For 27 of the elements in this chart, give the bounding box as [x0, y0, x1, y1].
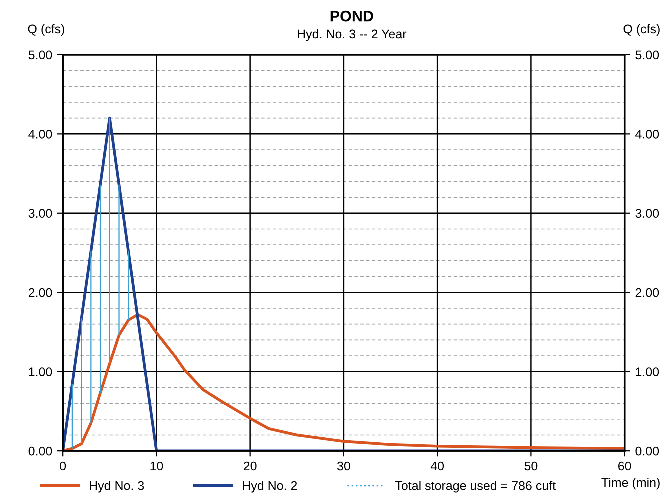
y2-tick-label: 3.00: [636, 209, 660, 218]
y2-tick-label: 2.00: [636, 288, 660, 298]
y-tick-label: 0.00: [28, 446, 52, 456]
y-tick-label: 4.00: [28, 130, 52, 139]
y-axis-title: Q (cfs): [28, 24, 64, 36]
x-tick-label: 10: [150, 462, 164, 471]
x-tick-label: 60: [618, 462, 632, 471]
y-tick-label: 2.00: [28, 288, 52, 298]
x-tick-label: 50: [524, 462, 538, 471]
legend-label: Hyd No. 3: [90, 481, 144, 493]
y-tick-label: 1.00: [29, 368, 52, 377]
chart-subtitle: Hyd. No. 3 -- 2 Year: [298, 29, 407, 42]
y2-tick-label: 5.00: [636, 50, 660, 60]
x-tick-label: 20: [244, 462, 257, 471]
legend-label: Total storage used = 786 cuft: [395, 481, 556, 493]
x-axis-title: Time (min): [602, 478, 660, 490]
y2-tick-label: 1.00: [636, 368, 660, 377]
legend-label: Hyd No. 2: [243, 481, 298, 493]
y-tick-label: 3.00: [28, 209, 52, 218]
y-tick-label: 5.00: [28, 50, 52, 60]
y2-axis-title: Q (cfs): [624, 24, 660, 36]
x-tick-label: 0: [60, 462, 66, 471]
y2-tick-label: 0.00: [636, 446, 660, 456]
y2-tick-label: 4.00: [636, 130, 660, 139]
chart-title: POND: [330, 10, 374, 22]
x-tick-label: 30: [337, 462, 350, 471]
x-tick-label: 40: [430, 462, 444, 471]
